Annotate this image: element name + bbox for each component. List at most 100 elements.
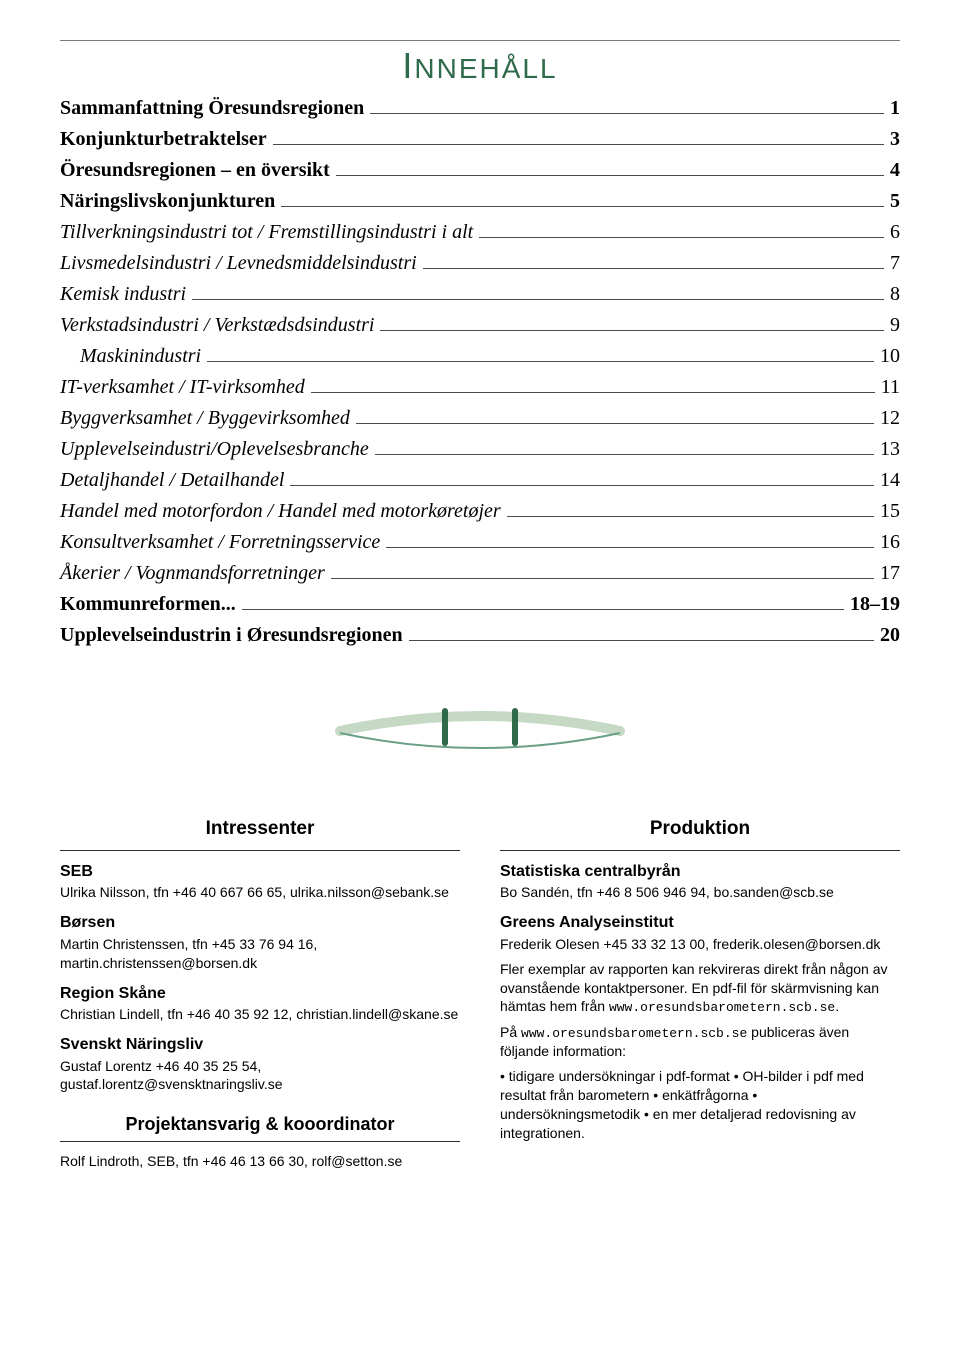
bullet-list: tidigare undersökningar i pdf-format OH-… — [500, 1067, 900, 1143]
contact-line: Gustaf Lorentz +46 40 35 25 54, gustaf.l… — [60, 1057, 460, 1095]
toc-leader — [207, 343, 874, 362]
toc-page: 5 — [890, 186, 900, 217]
toc-row: Maskinindustri 10 — [60, 341, 900, 372]
info-paragraph: På www.oresundsbarometern.scb.se publice… — [500, 1023, 900, 1061]
bridge-logo-icon — [330, 691, 630, 761]
toc-label: Näringslivskonjunkturen — [60, 186, 275, 217]
toc-row: Verkstadsindustri / Verkstædsdsindustri 9 — [60, 310, 900, 341]
toc-label: Tillverkningsindustri tot / Fremstilling… — [60, 217, 473, 248]
toc-leader — [423, 250, 884, 269]
toc-page: 14 — [880, 465, 900, 496]
toc-label: Livsmedelsindustri / Levnedsmiddelsindus… — [60, 248, 417, 279]
toc-label: Byggverksamhet / Byggevirksomhed — [60, 403, 350, 434]
org-name: Svenskt Näringsliv — [60, 1034, 460, 1056]
contact-line: Christian Lindell, tfn +46 40 35 92 12, … — [60, 1005, 460, 1024]
toc-label: Upplevelseindustri/Oplevelsesbranche — [60, 434, 369, 465]
toc-leader — [479, 219, 884, 238]
toc-row: Tillverkningsindustri tot / Fremstilling… — [60, 217, 900, 248]
toc-leader — [386, 529, 874, 548]
toc-row: Kommunreformen... 18–19 — [60, 589, 900, 620]
contact-line: Rolf Lindroth, SEB, tfn +46 46 13 66 30,… — [60, 1152, 460, 1171]
org-name: Børsen — [60, 912, 460, 934]
toc-row: Sammanfattning Öresundsregionen 1 — [60, 93, 900, 124]
toc-page: 10 — [880, 341, 900, 372]
toc-label: Detaljhandel / Detailhandel — [60, 465, 284, 496]
toc-page: 18–19 — [850, 589, 900, 620]
col-rule — [60, 1141, 460, 1142]
page: INNEHÅLL Sammanfattning Öresundsregionen… — [0, 0, 960, 1225]
contact-line: Martin Christenssen, tfn +45 33 76 94 16… — [60, 935, 460, 973]
right-column: Produktion Statistiska centralbyrånBo Sa… — [500, 816, 900, 1175]
toc-page: 20 — [880, 620, 900, 651]
toc-leader — [380, 312, 884, 331]
org-name: Region Skåne — [60, 983, 460, 1005]
toc-page: 8 — [890, 279, 900, 310]
toc-row: Åkerier / Vognmandsforretninger17 — [60, 558, 900, 589]
title-row: INNEHÅLL — [60, 45, 900, 87]
col-rule — [500, 850, 900, 851]
toc-label: Öresundsregionen – en översikt — [60, 155, 330, 186]
toc-leader — [375, 436, 874, 455]
col-rule — [60, 850, 460, 851]
toc-leader — [290, 467, 874, 486]
toc-row: Detaljhandel / Detailhandel 14 — [60, 465, 900, 496]
contact-line: Bo Sandén, tfn +46 8 506 946 94, bo.sand… — [500, 883, 900, 902]
toc-row: Konsultverksamhet / Forretningsservice16 — [60, 527, 900, 558]
toc-row: IT-verksamhet / IT-virksomhed11 — [60, 372, 900, 403]
toc-leader — [356, 405, 874, 424]
toc-page: 9 — [890, 310, 900, 341]
toc-leader — [281, 188, 884, 207]
toc-label: IT-verksamhet / IT-virksomhed — [60, 372, 305, 403]
toc-label: Verkstadsindustri / Verkstædsdsindustri — [60, 310, 374, 341]
toc-row: Kemisk industri 8 — [60, 279, 900, 310]
toc-label: Sammanfattning Öresundsregionen — [60, 93, 364, 124]
header-rule — [60, 40, 900, 41]
table-of-contents: Sammanfattning Öresundsregionen 1Konjunkt… — [60, 93, 900, 651]
toc-leader — [242, 591, 844, 610]
toc-row: Konjunkturbetraktelser3 — [60, 124, 900, 155]
columns: Intressenter SEBUlrika Nilsson, tfn +46 … — [60, 816, 900, 1175]
toc-page: 17 — [880, 558, 900, 589]
toc-label: Maskinindustri — [60, 341, 201, 372]
toc-label: Upplevelseindustrin i Øresundsregionen — [60, 620, 403, 651]
toc-leader — [409, 622, 874, 641]
toc-row: Upplevelseindustrin i Øresundsregionen 20 — [60, 620, 900, 651]
toc-leader — [273, 126, 884, 145]
toc-leader — [311, 374, 875, 393]
toc-leader — [192, 281, 884, 300]
logo — [60, 691, 900, 766]
toc-row: Öresundsregionen – en översikt 4 — [60, 155, 900, 186]
toc-page: 1 — [890, 93, 900, 124]
bullet-item: enkätfrågorna — [653, 1087, 752, 1103]
toc-row: Livsmedelsindustri / Levnedsmiddelsindus… — [60, 248, 900, 279]
bullet-item: tidigare undersökningar i pdf-format — [500, 1068, 734, 1084]
toc-label: Kommunreformen... — [60, 589, 236, 620]
toc-row: Byggverksamhet / Byggevirksomhed 12 — [60, 403, 900, 434]
url-text: www.oresundsbarometern.scb.se — [521, 1026, 747, 1041]
contact-line: Frederik Olesen +45 33 32 13 00, frederi… — [500, 935, 900, 954]
url-text: www.oresundsbarometern.scb.se — [609, 1000, 835, 1015]
toc-page: 6 — [890, 217, 900, 248]
toc-row: Näringslivskonjunkturen 5 — [60, 186, 900, 217]
toc-row: Handel med motorfordon / Handel med moto… — [60, 496, 900, 527]
toc-label: Kemisk industri — [60, 279, 186, 310]
toc-page: 7 — [890, 248, 900, 279]
text: . — [835, 998, 839, 1014]
toc-label: Konsultverksamhet / Forretningsservice — [60, 527, 380, 558]
page-title: INNEHÅLL — [402, 53, 557, 84]
info-paragraph: Fler exemplar av rapporten kan rekvirera… — [500, 960, 900, 1017]
toc-page: 4 — [890, 155, 900, 186]
right-heading: Produktion — [650, 816, 750, 844]
toc-page: 15 — [880, 496, 900, 527]
toc-page: 12 — [880, 403, 900, 434]
left-heading: Intressenter — [206, 816, 315, 844]
org-name: SEB — [60, 861, 460, 883]
toc-label: Handel med motorfordon / Handel med moto… — [60, 496, 501, 527]
left-sub-heading: Projektansvarig & kooordinator — [125, 1114, 394, 1134]
org-name: Greens Analyseinstitut — [500, 912, 900, 934]
toc-leader — [331, 560, 874, 579]
toc-leader — [336, 157, 884, 176]
toc-leader — [507, 498, 874, 517]
left-column: Intressenter SEBUlrika Nilsson, tfn +46 … — [60, 816, 460, 1175]
toc-page: 3 — [890, 124, 900, 155]
